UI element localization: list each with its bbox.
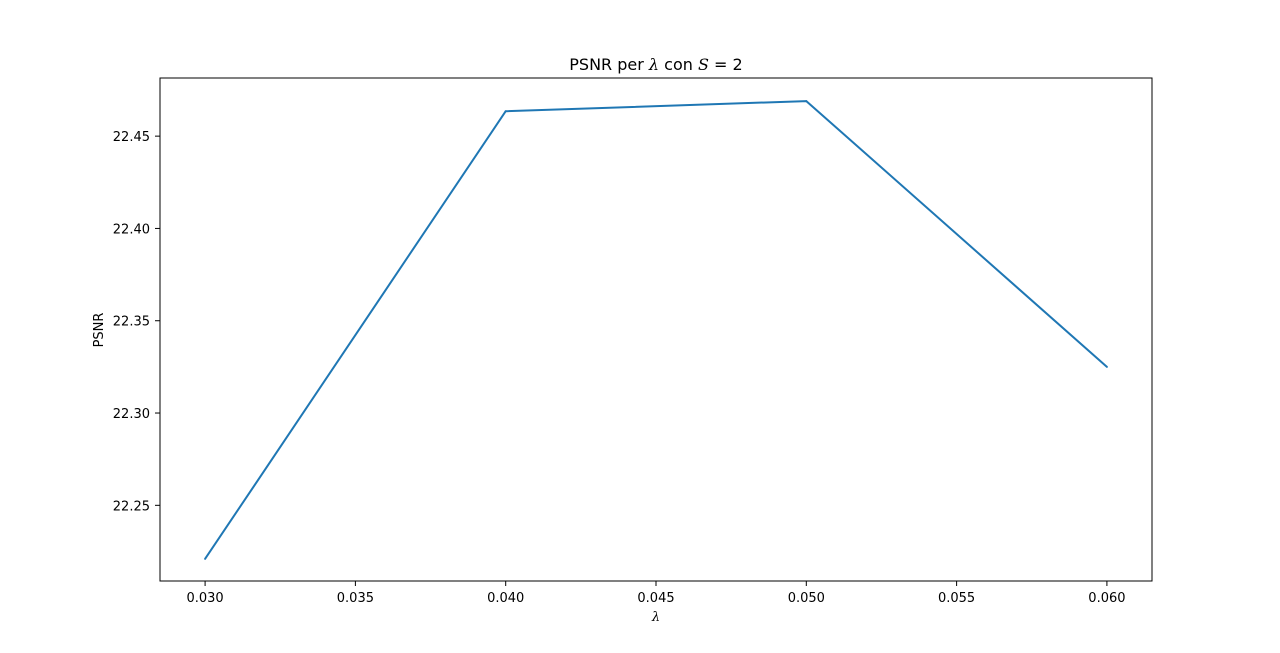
- psnr-data-point: [504, 110, 507, 113]
- x-axis-label: λ: [651, 610, 660, 625]
- y-tick-label: 22.30: [113, 407, 150, 422]
- y-axis-ticks: 22.25 22.30 22.35 22.40 22.45: [113, 130, 160, 514]
- chart-title-lambda: λ: [648, 55, 659, 74]
- y-tick-label: 22.40: [113, 222, 150, 237]
- y-axis-label: PSNR: [92, 313, 107, 348]
- chart-title-suffix: = 2: [709, 55, 743, 74]
- plot-frame: [159, 77, 1153, 582]
- psnr-series-line: [204, 100, 1108, 560]
- chart-title-middle: con: [659, 55, 698, 74]
- x-axis-ticks: 0.030 0.035 0.040 0.045 0.050 0.055 0.060: [186, 581, 1126, 606]
- series-layer: [204, 100, 1108, 560]
- y-tick-label: 22.25: [113, 499, 150, 514]
- psnr-data-point: [204, 557, 207, 560]
- y-tick-label: 22.35: [113, 315, 150, 330]
- x-tick-label: 0.035: [337, 591, 374, 606]
- psnr-data-point: [805, 100, 808, 103]
- x-tick-label: 0.055: [938, 591, 975, 606]
- chart-title-s: S: [698, 55, 709, 74]
- x-tick-label: 0.050: [788, 591, 825, 606]
- x-tick-label: 0.030: [186, 591, 223, 606]
- chart-title-prefix: PSNR per: [569, 55, 649, 74]
- x-tick-label: 0.045: [637, 591, 674, 606]
- x-tick-label: 0.060: [1088, 591, 1125, 606]
- psnr-data-point: [1105, 365, 1108, 368]
- y-tick-label: 22.45: [113, 130, 150, 145]
- x-tick-label: 0.040: [487, 591, 524, 606]
- chart-title: PSNR per λ con S = 2: [569, 55, 742, 74]
